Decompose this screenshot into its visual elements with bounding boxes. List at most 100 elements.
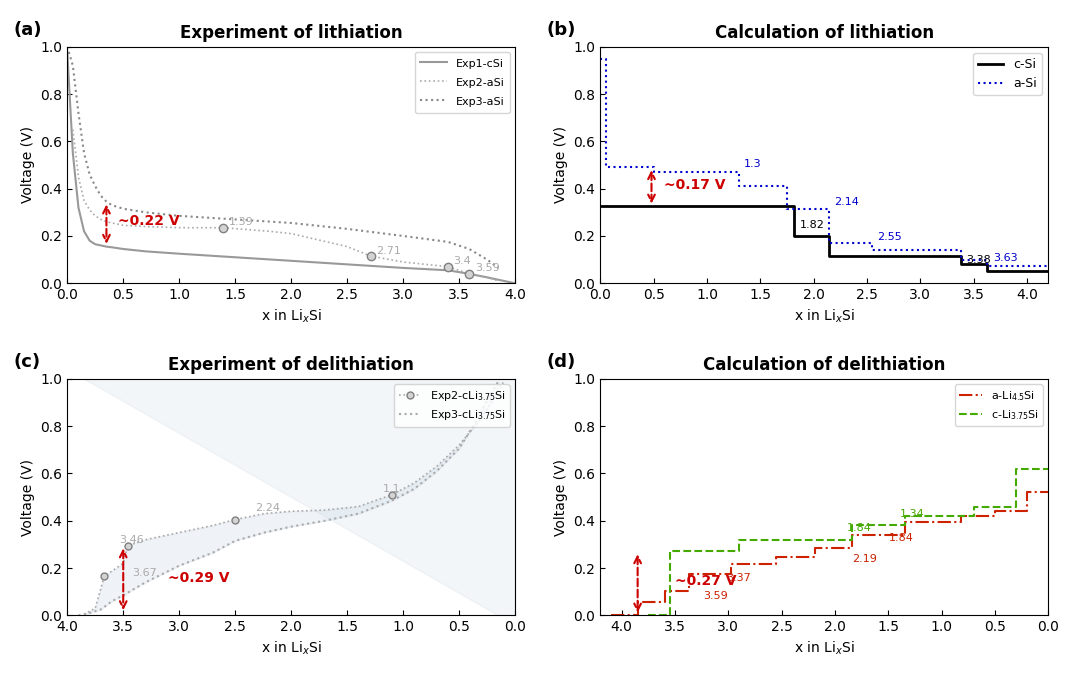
Title: Experiment of lithiation: Experiment of lithiation — [180, 24, 403, 42]
a-Si — [955, 246, 968, 254]
a-Li$_{4.5}$Si — [631, 612, 644, 620]
Exp2-cLi$_{3.75}$Si — [486, 396, 499, 404]
Text: 1.84: 1.84 — [889, 533, 914, 543]
Exp3-cLi$_{3.75}$Si — [206, 549, 219, 557]
Exp3-cLi$_{3.75}$Si — [319, 517, 332, 525]
c-Li$_{3.75}$Si — [899, 512, 912, 520]
c-Si — [594, 202, 607, 210]
Exp3-aSi — [60, 43, 73, 51]
Text: 3.46: 3.46 — [119, 535, 144, 545]
a-Si — [647, 168, 660, 176]
Legend: Exp1-cSi, Exp2-aSi, Exp3-aSi: Exp1-cSi, Exp2-aSi, Exp3-aSi — [415, 52, 510, 113]
a-Li$_{4.5}$Si — [683, 570, 696, 578]
a-Si — [594, 54, 607, 62]
a-Li$_{4.5}$Si — [605, 612, 618, 620]
Exp3-aSi — [72, 109, 85, 117]
a-Si — [866, 239, 879, 247]
Exp2-aSi — [442, 262, 455, 271]
Text: ~0.27 V: ~0.27 V — [675, 574, 737, 588]
Exp2-cLi$_{3.75}$Si — [285, 507, 298, 515]
Exp1-cSi — [117, 245, 130, 253]
Exp3-aSi — [491, 264, 504, 272]
a-Li$_{4.5}$Si — [899, 518, 912, 526]
Exp3-cLi$_{3.75}$Si — [139, 578, 152, 586]
c-Si — [822, 232, 835, 240]
Exp2-cLi$_{3.75}$Si — [139, 536, 152, 544]
Line: a-Li$_{4.5}$Si: a-Li$_{4.5}$Si — [611, 492, 1049, 616]
Exp2-cLi$_{3.75}$Si — [258, 510, 271, 518]
Exp3-aSi — [285, 219, 298, 227]
c-Li$_{3.75}$Si — [967, 502, 980, 511]
Exp2-aSi — [78, 197, 91, 205]
a-Li$_{4.5}$Si — [846, 544, 859, 552]
Exp2-aSi — [173, 224, 186, 232]
Exp2-aSi — [72, 173, 85, 181]
Exp3-cLi$_{3.75}$Si — [83, 609, 96, 617]
Text: 3.37: 3.37 — [726, 573, 751, 583]
Text: 2.14: 2.14 — [834, 197, 859, 207]
c-Li$_{3.75}$Si — [1042, 464, 1055, 473]
a-Si — [822, 205, 835, 213]
Exp1-cSi — [503, 278, 516, 286]
Exp1-cSi — [100, 243, 113, 251]
Exp3-cLi$_{3.75}$Si — [470, 417, 483, 425]
Exp3-aSi — [100, 197, 113, 205]
a-Si — [981, 262, 994, 270]
a-Li$_{4.5}$Si — [659, 598, 672, 606]
Text: (c): (c) — [13, 353, 41, 371]
Exp3-aSi — [442, 238, 455, 246]
Exp1-cSi — [72, 203, 85, 212]
Exp2-cLi$_{3.75}$Si — [229, 515, 242, 523]
a-Si — [732, 168, 745, 176]
Exp2-cLi$_{3.75}$Si — [475, 414, 488, 422]
a-Si — [822, 239, 835, 247]
Text: 3.4: 3.4 — [454, 256, 471, 266]
a-Li$_{4.5}$Si — [683, 586, 696, 595]
Exp2-cLi$_{3.75}$Si — [453, 441, 465, 449]
c-Si — [981, 260, 994, 268]
a-Si — [781, 205, 794, 213]
Exp3-cLi$_{3.75}$Si — [408, 485, 421, 493]
a-Si — [599, 54, 612, 62]
a-Li$_{4.5}$Si — [1021, 488, 1034, 496]
Exp3-cLi$_{3.75}$Si — [386, 496, 399, 504]
Exp1-cSi — [89, 240, 102, 248]
a-Li$_{4.5}$Si — [725, 561, 738, 569]
a-Si — [599, 163, 612, 172]
Exp3-aSi — [78, 149, 91, 157]
c-Li$_{3.75}$Si — [642, 612, 654, 620]
Exp3-aSi — [66, 62, 79, 70]
Exp1-cSi — [94, 241, 107, 250]
Exp2-cLi$_{3.75}$Si — [430, 462, 443, 471]
Legend: Exp2-cLi$_{3.75}$Si, Exp3-cLi$_{3.75}$Si: Exp2-cLi$_{3.75}$Si, Exp3-cLi$_{3.75}$Si — [394, 384, 510, 426]
Exp2-cLi$_{3.75}$Si — [117, 559, 130, 567]
Exp3-aSi — [89, 182, 102, 191]
a-Li$_{4.5}$Si — [988, 507, 1001, 515]
Exp2-cLi$_{3.75}$Si — [173, 528, 186, 536]
Exp2-cLi$_{3.75}$Si — [78, 610, 91, 618]
Exp2-aSi — [89, 212, 102, 220]
Exp1-cSi — [463, 270, 476, 278]
a-Si — [955, 256, 968, 264]
Exp3-aSi — [139, 208, 152, 216]
Exp2-aSi — [340, 243, 353, 251]
Exp3-aSi — [83, 170, 96, 178]
a-Li$_{4.5}$Si — [846, 531, 859, 539]
Text: 3.38: 3.38 — [967, 255, 990, 265]
Text: 2.55: 2.55 — [878, 231, 903, 241]
Exp2-aSi — [94, 216, 107, 224]
Exp2-aSi — [66, 125, 79, 134]
Exp2-aSi — [491, 277, 504, 285]
c-Si — [822, 252, 835, 260]
Exp3-aSi — [94, 192, 107, 200]
Exp3-cLi$_{3.75}$Si — [173, 561, 186, 570]
Text: (d): (d) — [546, 353, 576, 371]
c-Li$_{3.75}$Si — [1010, 464, 1023, 473]
Title: Calculation of delithiation: Calculation of delithiation — [703, 357, 945, 374]
Exp1-cSi — [481, 273, 494, 281]
a-Li$_{4.5}$Si — [1042, 488, 1055, 496]
Exp3-aSi — [173, 212, 186, 220]
Exp2-aSi — [396, 258, 409, 266]
Exp3-aSi — [106, 201, 119, 210]
Text: ~0.17 V: ~0.17 V — [664, 178, 726, 192]
